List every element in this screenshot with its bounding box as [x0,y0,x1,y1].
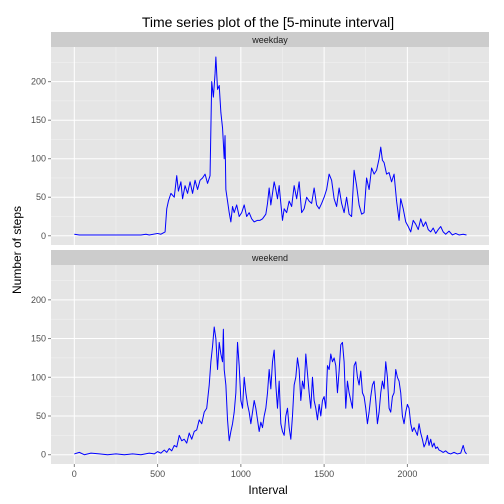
facet-strip-label: weekday [251,35,288,45]
y-tick-label: 0 [41,450,46,460]
y-tick-label: 100 [31,154,46,164]
y-tick-label: 150 [31,334,46,344]
chart-title: Time series plot of the [5-minute interv… [142,14,394,30]
x-tick-label: 500 [150,469,165,479]
x-tick-label: 2000 [397,469,417,479]
facet-strip-label: weekend [251,253,288,263]
y-tick-label: 100 [31,372,46,382]
y-tick-label: 50 [36,192,46,202]
panel-background [51,47,489,245]
y-tick-label: 200 [31,295,46,305]
facet-strip [51,250,489,265]
y-axis-title: Number of steps [10,206,24,294]
facet-panels: weekday 0 50 100 150 200 weekend 0 50 100 150 200 [31,32,489,464]
series-line-weekend [74,326,467,456]
x-tick-label: 0 [72,469,77,479]
y-tick-label: 0 [41,231,46,241]
y-tick-label: 200 [31,77,46,87]
x-tick-label: 1500 [314,469,334,479]
x-axis: 0 500 1000 1500 2000 [72,464,417,479]
facet-panel-weekend: weekend 0 50 100 150 200 [31,250,489,464]
series-line-weekday [74,56,467,236]
y-tick-label: 50 [36,411,46,421]
facet-strip [51,32,489,47]
x-tick-label: 1000 [231,469,251,479]
facet-panel-weekday: weekday 0 50 100 150 200 [31,32,489,245]
x-axis-title: Interval [248,483,287,497]
panel-background [51,265,489,464]
y-tick-label: 150 [31,115,46,125]
